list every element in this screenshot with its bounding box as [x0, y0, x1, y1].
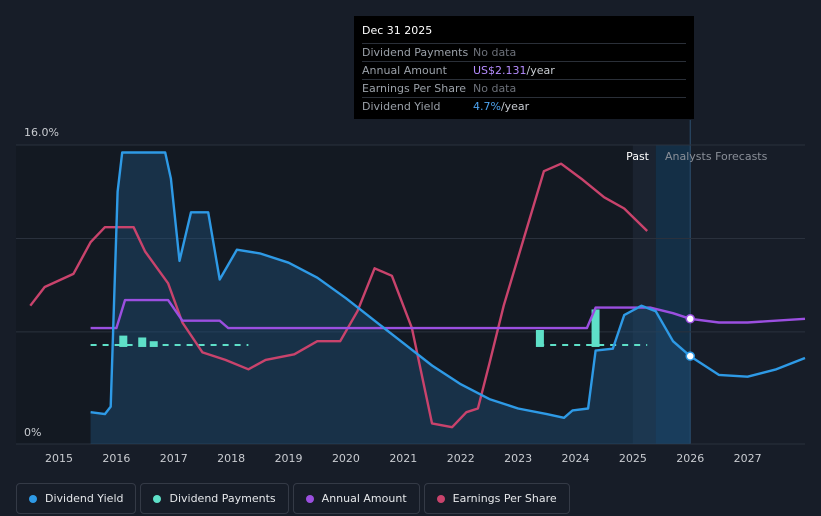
- legend-item-dividend-payments[interactable]: Dividend Payments: [140, 483, 289, 514]
- legend-dot-icon: [436, 494, 445, 503]
- x-tick-label: 2027: [734, 452, 762, 465]
- dividend-yield-marker: [685, 351, 695, 361]
- legend: Dividend Yield Dividend Payments Annual …: [16, 483, 570, 514]
- past-label: Past: [626, 150, 650, 163]
- legend-dot-icon: [29, 494, 37, 503]
- tooltip-value: No data: [473, 46, 517, 59]
- forecast-label: Analysts Forecasts: [665, 150, 768, 163]
- tooltip-row-dividend-payments: Dividend Payments No data: [362, 43, 686, 61]
- x-tick-label: 2019: [275, 452, 303, 465]
- forecast-transition-band: [655, 145, 691, 444]
- legend-dot-icon: [305, 494, 314, 503]
- tooltip-unit: /year: [500, 100, 530, 113]
- dividend-yield-line: [90, 151, 806, 419]
- past-highlight-band: [632, 145, 656, 444]
- legend-label: Dividend Payments: [169, 492, 276, 505]
- tooltip-label: Annual Amount: [362, 64, 447, 77]
- annual-amount-marker: [685, 314, 695, 324]
- x-tick-label: 2021: [389, 452, 417, 465]
- tooltip-label: Dividend Payments: [362, 46, 469, 59]
- x-tick-label: 2020: [332, 452, 360, 465]
- x-tick-label: 2017: [160, 452, 188, 465]
- earnings-per-share-line: [29, 162, 649, 429]
- x-tick-label: 2016: [102, 452, 130, 465]
- x-tick-label: 2023: [504, 452, 532, 465]
- tooltip-row-dividend-yield: Dividend Yield 4.7%/year: [362, 97, 686, 115]
- x-tick-label: 2022: [447, 452, 475, 465]
- dividend-payment-bar: [535, 330, 544, 347]
- legend-label: Annual Amount: [321, 492, 407, 505]
- dividend-payment-bar: [591, 309, 600, 347]
- y-tick-label-top: 16.0%: [24, 126, 59, 139]
- x-tick-label: 2024: [561, 452, 589, 465]
- tooltip-label: Dividend Yield: [362, 100, 441, 113]
- x-tick-label: 2018: [217, 452, 245, 465]
- x-tick-label: 2026: [676, 452, 704, 465]
- tooltip-date: Dec 31 2025: [362, 24, 433, 37]
- x-tick-label: 2015: [45, 452, 73, 465]
- legend-label: Dividend Yield: [45, 492, 124, 505]
- tooltip-value: US$2.131: [473, 64, 527, 77]
- annual-amount-line: [90, 298, 806, 330]
- tooltip-unit: /year: [526, 64, 555, 77]
- tooltip-value: No data: [473, 82, 517, 95]
- legend-label: Earnings Per Share: [452, 492, 557, 505]
- legend-item-annual-amount[interactable]: Annual Amount: [292, 483, 420, 514]
- legend-item-dividend-yield[interactable]: Dividend Yield: [16, 483, 137, 514]
- dividend-payment-bar: [138, 337, 147, 347]
- y-tick-label-bottom: 0%: [24, 426, 41, 439]
- tooltip-row-earnings-per-share: Earnings Per Share No data: [362, 79, 686, 97]
- legend-dot-icon: [153, 494, 162, 503]
- past-region: [16, 145, 691, 444]
- x-tick-label: 2025: [619, 452, 647, 465]
- tooltip-row-annual-amount: Annual Amount US$2.131/year: [362, 61, 686, 79]
- tooltip: Dec 31 2025 Dividend Payments No data An…: [354, 16, 694, 119]
- dividend-payment-bar: [119, 335, 128, 347]
- tooltip-value: 4.7%: [473, 100, 501, 113]
- tooltip-label: Earnings Per Share: [362, 82, 467, 95]
- legend-item-earnings-per-share[interactable]: Earnings Per Share: [423, 483, 570, 514]
- dividend-yield-area: [90, 152, 691, 444]
